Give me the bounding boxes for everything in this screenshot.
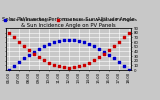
Sun Incidence Angle on PV Panels: [43, 60, 45, 61]
Sun Altitude Angle: [88, 43, 90, 44]
Sun Altitude Angle: [117, 61, 120, 63]
Sun Altitude Angle: [92, 45, 95, 47]
Sun Incidence Angle on PV Panels: [108, 49, 110, 51]
Sun Incidence Angle on PV Panels: [37, 57, 40, 58]
Sun Incidence Angle on PV Panels: [32, 53, 35, 55]
Sun Incidence Angle on PV Panels: [112, 45, 115, 47]
Sun Altitude Angle: [103, 51, 105, 52]
Sun Altitude Angle: [72, 39, 75, 41]
Sun Altitude Angle: [83, 41, 85, 43]
Sun Incidence Angle on PV Panels: [52, 64, 55, 66]
Title: Solar PV/Inverter Performance  Sun Altitude Angle & Sun Incidence Angle on PV Pa: Solar PV/Inverter Performance Sun Altitu…: [3, 17, 135, 28]
Sun Altitude Angle: [77, 40, 80, 42]
Sun Altitude Angle: [68, 39, 70, 40]
Sun Altitude Angle: [123, 65, 125, 67]
Sun Incidence Angle on PV Panels: [117, 41, 120, 42]
Sun Altitude Angle: [43, 45, 45, 47]
Sun Incidence Angle on PV Panels: [77, 66, 80, 67]
Sun Altitude Angle: [128, 69, 130, 71]
Sun Incidence Angle on PV Panels: [83, 64, 85, 66]
Sun Incidence Angle on PV Panels: [48, 62, 50, 64]
Sun Incidence Angle on PV Panels: [123, 36, 125, 38]
Sun Altitude Angle: [63, 39, 65, 41]
Sun Incidence Angle on PV Panels: [63, 67, 65, 68]
Sun Altitude Angle: [17, 61, 20, 63]
Sun Incidence Angle on PV Panels: [92, 60, 95, 61]
Sun Altitude Angle: [108, 54, 110, 56]
Sun Altitude Angle: [48, 43, 50, 44]
Legend: Sun Altitude Angle, Sun Incidence Angle on PV Panels: Sun Altitude Angle, Sun Incidence Angle …: [0, 18, 137, 23]
Sun Incidence Angle on PV Panels: [72, 67, 75, 68]
Sun Incidence Angle on PV Panels: [128, 32, 130, 34]
Sun Incidence Angle on PV Panels: [12, 36, 15, 38]
Sun Altitude Angle: [58, 40, 60, 42]
Sun Incidence Angle on PV Panels: [103, 53, 105, 55]
Sun Altitude Angle: [52, 41, 55, 43]
Sun Incidence Angle on PV Panels: [58, 66, 60, 67]
Sun Incidence Angle on PV Panels: [23, 45, 25, 47]
Sun Incidence Angle on PV Panels: [68, 67, 70, 68]
Sun Altitude Angle: [97, 48, 100, 49]
Sun Incidence Angle on PV Panels: [97, 57, 100, 58]
Sun Altitude Angle: [32, 51, 35, 52]
Sun Altitude Angle: [23, 58, 25, 59]
Sun Incidence Angle on PV Panels: [88, 62, 90, 64]
Sun Altitude Angle: [28, 54, 30, 56]
Sun Incidence Angle on PV Panels: [17, 41, 20, 42]
Sun Altitude Angle: [112, 58, 115, 59]
Sun Incidence Angle on PV Panels: [8, 32, 10, 34]
Sun Altitude Angle: [37, 48, 40, 49]
Sun Incidence Angle on PV Panels: [28, 49, 30, 51]
Sun Altitude Angle: [8, 69, 10, 71]
Sun Altitude Angle: [12, 65, 15, 67]
